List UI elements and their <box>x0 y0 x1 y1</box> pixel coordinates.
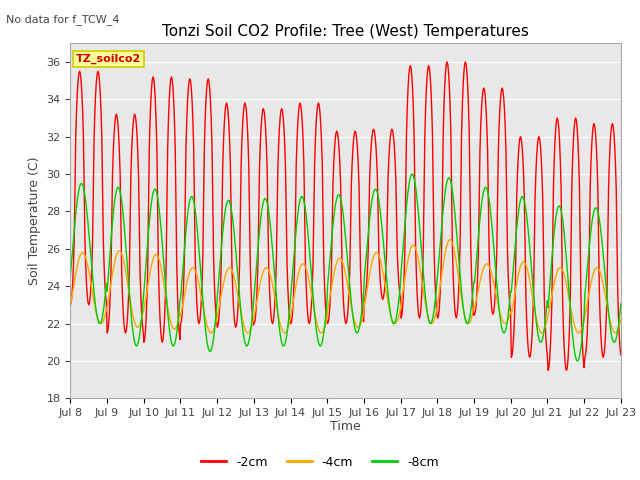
X-axis label: Time: Time <box>330 420 361 432</box>
-2cm <box>443 59 451 65</box>
-8cm <box>429 312 437 318</box>
-4cm <box>413 251 421 257</box>
-2cm <box>218 212 226 218</box>
Text: TZ_soilco2: TZ_soilco2 <box>76 54 141 64</box>
Line: -2cm: -2cm <box>70 62 621 371</box>
-4cm <box>189 264 196 270</box>
-2cm <box>544 368 552 373</box>
Line: -8cm: -8cm <box>70 174 621 361</box>
-2cm <box>77 71 84 76</box>
-4cm <box>429 319 437 325</box>
-4cm <box>67 302 74 308</box>
-2cm <box>413 272 420 278</box>
-4cm <box>617 317 625 323</box>
-4cm <box>133 324 141 330</box>
-8cm <box>189 195 196 201</box>
-8cm <box>573 358 581 364</box>
-4cm <box>446 237 454 242</box>
Text: No data for f_TCW_4: No data for f_TCW_4 <box>6 14 120 25</box>
Line: -4cm: -4cm <box>70 240 621 333</box>
-2cm <box>429 133 436 139</box>
-8cm <box>617 301 625 307</box>
Y-axis label: Soil Temperature (C): Soil Temperature (C) <box>28 156 41 285</box>
-2cm <box>133 132 141 138</box>
-2cm <box>617 352 625 358</box>
-4cm <box>77 252 84 258</box>
-8cm <box>133 343 141 348</box>
-4cm <box>219 284 227 290</box>
-8cm <box>408 171 415 177</box>
-8cm <box>67 272 74 278</box>
-2cm <box>189 118 196 123</box>
Legend: -2cm, -4cm, -8cm: -2cm, -4cm, -8cm <box>196 451 444 474</box>
Title: Tonzi Soil CO2 Profile: Tree (West) Temperatures: Tonzi Soil CO2 Profile: Tree (West) Temp… <box>162 24 529 39</box>
-8cm <box>77 182 84 188</box>
-2cm <box>67 302 74 308</box>
-4cm <box>207 330 215 336</box>
-8cm <box>413 197 421 203</box>
-8cm <box>218 237 226 243</box>
